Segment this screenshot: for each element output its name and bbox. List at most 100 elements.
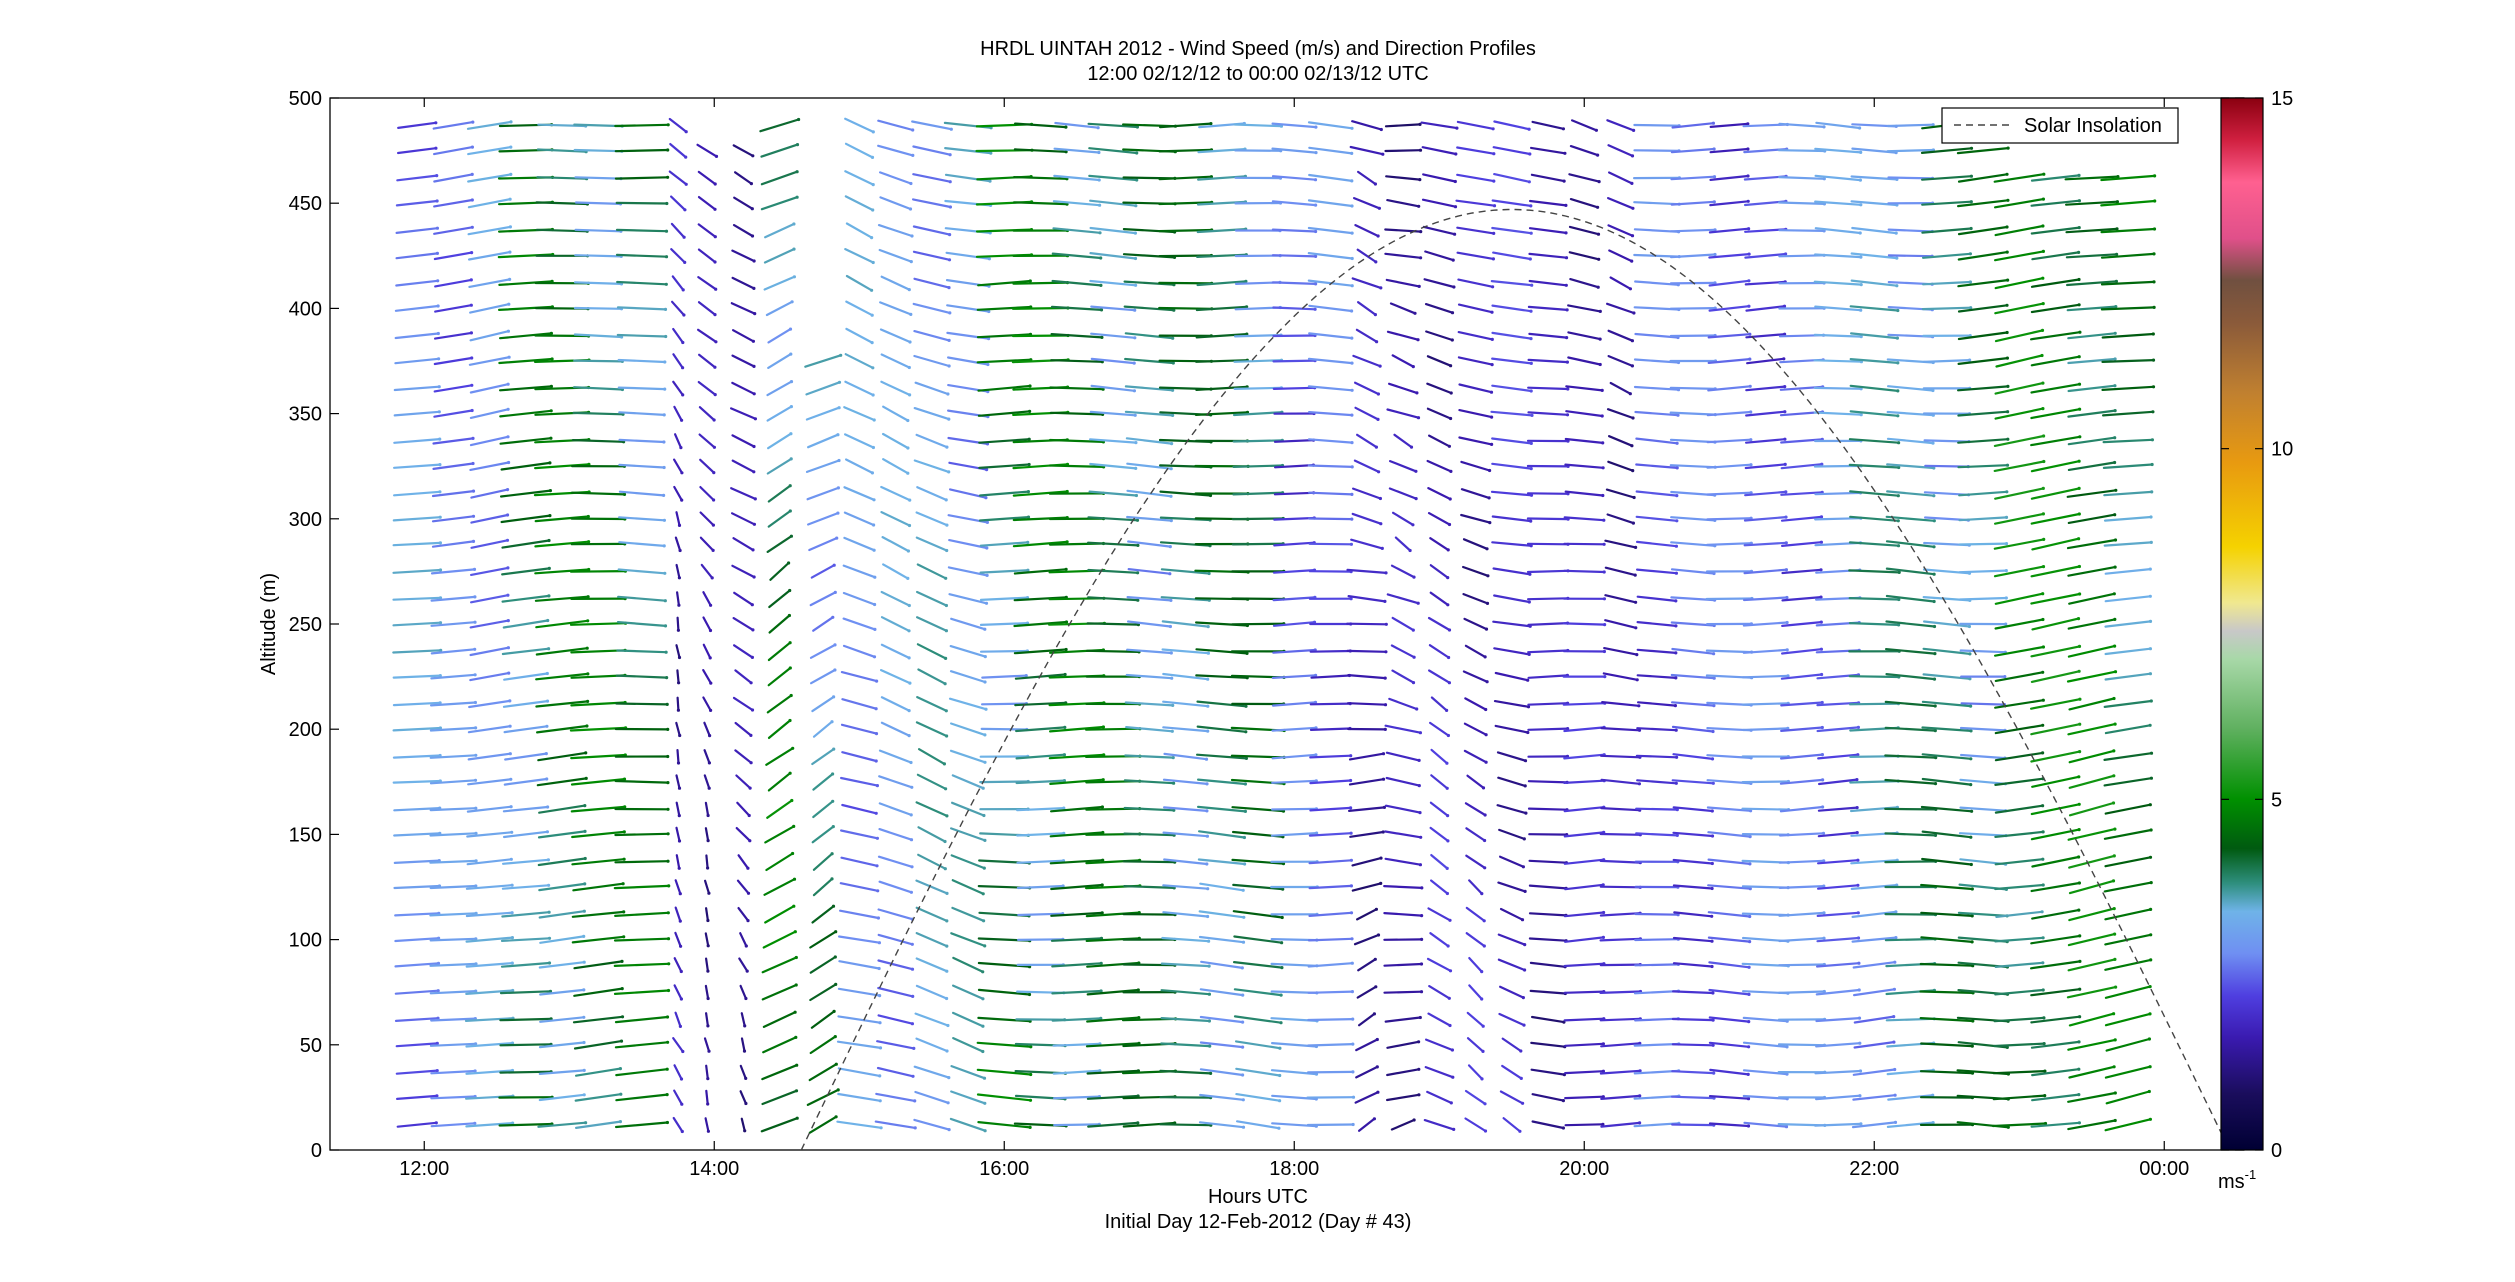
- wind-vector-head: [794, 983, 798, 987]
- wind-vector-head: [1932, 599, 1936, 604]
- wind-vector-head: [1169, 651, 1173, 655]
- wind-vector-head: [663, 624, 668, 628]
- wind-vector-head: [752, 522, 757, 526]
- wind-vector-head: [1968, 677, 1972, 681]
- wind-vector-head: [709, 708, 713, 713]
- wind-vector-head: [666, 1040, 670, 1044]
- wind-vector-head: [1638, 1069, 1642, 1073]
- wind-vector: [574, 254, 623, 258]
- wind-vector-head: [1746, 174, 1750, 178]
- wind-vector-head: [1528, 152, 1532, 156]
- wind-vector: [762, 1011, 797, 1029]
- wind-vector-head: [1483, 838, 1487, 843]
- wind-vector: [917, 826, 947, 843]
- wind-vector-head: [1452, 285, 1456, 289]
- wind-vector: [614, 911, 670, 918]
- wind-vector-head: [470, 198, 474, 202]
- wind-vector: [1491, 331, 1533, 340]
- wind-vector-head: [1897, 441, 1901, 445]
- wind-vector: [1307, 357, 1354, 365]
- wind-vector: [397, 147, 437, 155]
- wind-vector: [1429, 826, 1450, 843]
- wind-vector-head: [1895, 256, 1899, 260]
- wind-vector-head: [1748, 914, 1752, 919]
- wind-vector: [2068, 907, 2116, 922]
- wind-vector-head: [752, 364, 756, 368]
- wind-vector: [1708, 961, 1751, 969]
- wind-vector-head: [1280, 941, 1284, 945]
- wind-vector: [880, 353, 911, 369]
- wind-vector-head: [1024, 674, 1028, 678]
- wind-vector-head: [1710, 834, 1715, 838]
- wind-vector-head: [1420, 937, 1424, 942]
- wind-vector: [393, 884, 441, 890]
- wind-vector: [877, 855, 914, 868]
- wind-vector: [1499, 1090, 1524, 1105]
- wind-vector: [844, 170, 875, 186]
- wind-vector: [1673, 911, 1713, 918]
- wind-vector: [573, 987, 624, 997]
- wind-vector-head: [1634, 600, 1638, 604]
- wind-vector: [1090, 384, 1136, 392]
- wind-vector: [1922, 673, 1972, 680]
- wind-vector: [842, 617, 877, 631]
- wind-vector: [736, 879, 750, 895]
- wind-vector-head: [1746, 1097, 1751, 1101]
- wind-vector-head: [834, 930, 838, 934]
- wind-vector: [1956, 385, 2010, 392]
- wind-vector-head: [983, 655, 987, 659]
- wind-vector: [1126, 515, 1173, 522]
- wind-vector-head: [1350, 937, 1354, 941]
- wind-vector: [1270, 807, 1318, 811]
- wind-vector-head: [1897, 570, 1901, 575]
- wind-vector-head: [663, 307, 668, 311]
- wind-vector-head: [622, 910, 626, 914]
- wind-vector: [1709, 147, 1750, 154]
- wind-vector-head: [1635, 653, 1639, 657]
- wind-vector: [734, 669, 753, 684]
- wind-vector: [572, 882, 625, 892]
- wind-vector: [535, 201, 589, 206]
- wind-vector-head: [1026, 568, 1030, 572]
- wind-vector-head: [1600, 414, 1604, 418]
- wind-vector: [1199, 1068, 1244, 1077]
- x-tick-label: 20:00: [1559, 1158, 1609, 1180]
- wind-vector: [1231, 858, 1285, 865]
- wind-vector-head: [664, 282, 668, 286]
- wind-vector: [737, 854, 750, 870]
- wind-vector: [1466, 774, 1485, 790]
- wind-vector-head: [1855, 831, 1859, 835]
- wind-vector-head: [1521, 996, 1525, 1000]
- wind-vector: [1708, 988, 1751, 996]
- wind-vector: [1568, 225, 1600, 236]
- wind-vector: [674, 1011, 682, 1028]
- wind-vector-head: [1893, 960, 1897, 964]
- wind-vector: [1564, 463, 1605, 469]
- wind-vector-head: [907, 523, 912, 528]
- wind-vector-head: [1278, 1073, 1282, 1078]
- wind-vector-head: [1416, 338, 1420, 342]
- wind-vector: [731, 434, 756, 448]
- wind-vector-head: [1492, 231, 1496, 235]
- wind-vector: [1708, 1016, 1750, 1023]
- wind-vector: [1567, 304, 1602, 313]
- wind-vector-head: [438, 621, 443, 625]
- wind-vector: [618, 438, 666, 444]
- wind-vector-head: [1099, 989, 1103, 993]
- wind-vector: [878, 749, 913, 764]
- wind-vector-head: [707, 761, 712, 765]
- wind-vector: [760, 1117, 799, 1133]
- wind-vector: [1053, 1123, 1101, 1127]
- wind-vector: [1993, 434, 2045, 447]
- wind-vector: [1421, 198, 1457, 208]
- wind-vector: [731, 564, 756, 579]
- wind-vector: [1502, 1117, 1522, 1133]
- wind-vector-head: [2077, 512, 2081, 516]
- wind-vector-head: [474, 806, 478, 810]
- wind-vector: [1886, 437, 1935, 445]
- wind-vector: [1921, 700, 1972, 708]
- wind-vector-head: [1380, 546, 1384, 551]
- wind-vector: [1671, 990, 1715, 995]
- wind-vector-head: [2149, 828, 2153, 832]
- wind-vector-head: [1933, 704, 1937, 708]
